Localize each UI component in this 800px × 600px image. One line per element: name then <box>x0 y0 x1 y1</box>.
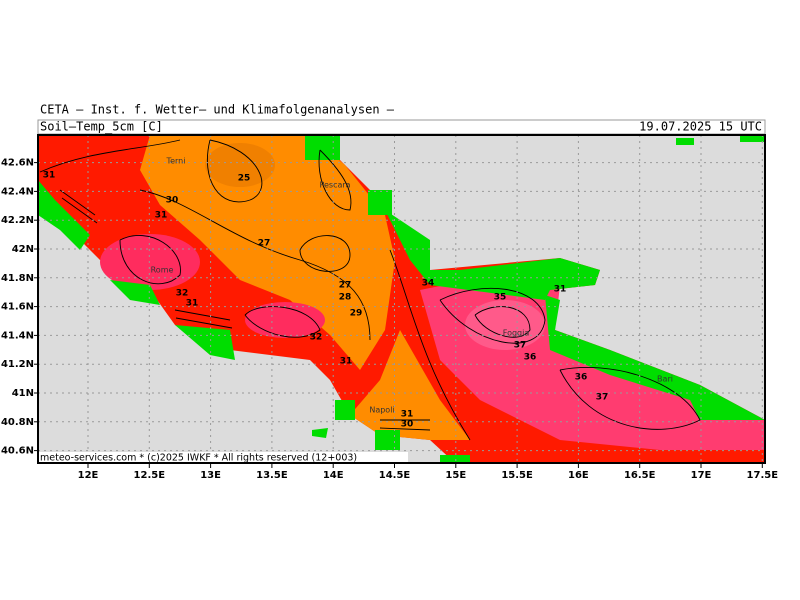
zone-hot <box>465 300 545 350</box>
contour-label: 31 <box>186 299 199 309</box>
y-tick-label: 42.4N <box>1 186 34 197</box>
contour-label: 32 <box>310 333 323 343</box>
x-tick-label: 17E <box>691 470 712 481</box>
contour-label: 30 <box>166 196 179 206</box>
y-tick-label: 42N <box>12 244 34 255</box>
contour-label: 31 <box>554 285 567 295</box>
contour-label: 36 <box>575 373 588 383</box>
zone-pink-2 <box>245 302 325 338</box>
y-tick-label: 40.6N <box>1 446 34 457</box>
place-label: Terni <box>166 157 186 166</box>
contour-labels: 31 25 30 31 27 27 28 29 34 35 31 32 31 3… <box>43 171 609 430</box>
x-tick-label: 12E <box>78 470 99 481</box>
axes: 12E 12.5E 13E 13.5E 14E 14.5E 15E 15.5E 16E 16.5E… <box>1 158 778 481</box>
contour-label: 31 <box>43 171 56 181</box>
y-tick-label: 41N <box>12 388 34 399</box>
coast-patches <box>38 135 765 463</box>
x-tick-label: 15E <box>445 470 466 481</box>
places: Terni Pescara Rome Foggia Napoli Bari <box>151 157 673 415</box>
contour-label: 35 <box>494 293 507 303</box>
place-label: Bari <box>657 375 673 384</box>
x-tick-label: 17.5E <box>747 470 779 481</box>
contour-label: 30 <box>401 420 414 430</box>
map-frame <box>37 134 766 464</box>
y-tick-label: 40.8N <box>1 417 34 428</box>
isolines <box>39 139 701 441</box>
place-label: Rome <box>151 266 174 275</box>
y-tick-label: 41.2N <box>1 359 34 370</box>
contour-label: 37 <box>596 393 609 403</box>
contour-label: 32 <box>176 289 189 299</box>
field-name: Soil—Temp_5cm [C] <box>40 120 163 134</box>
contour-label: 34 <box>422 279 435 289</box>
graticule <box>38 135 765 463</box>
x-tick-label: 13E <box>200 470 221 481</box>
contour-label: 31 <box>340 357 353 367</box>
contour-label: 25 <box>238 174 251 184</box>
valid-time: 19.07.2025 15 UTC <box>639 120 762 134</box>
zone-cool <box>205 143 275 187</box>
y-tick-label: 41.4N <box>1 330 34 341</box>
contour-label: 36 <box>524 353 537 363</box>
contour-label: 29 <box>350 309 363 319</box>
contour-label: 31 <box>401 410 414 420</box>
contour-label: 28 <box>339 293 352 303</box>
x-tick-label: 12.5E <box>134 470 166 481</box>
place-label: Napoli <box>369 406 394 415</box>
map-area: 31 25 30 31 27 27 28 29 34 35 31 32 31 3… <box>38 135 765 464</box>
contour-label: 31 <box>155 211 168 221</box>
x-tick-label: 14E <box>323 470 344 481</box>
y-tick-label: 41.8N <box>1 273 34 284</box>
contour-label: 27 <box>258 239 271 249</box>
place-label: Pescara <box>319 181 350 190</box>
y-tick-label: 41.6N <box>1 302 34 313</box>
x-tick-label: 16E <box>568 470 589 481</box>
x-tick-label: 13.5E <box>256 470 288 481</box>
y-tick-label: 42.2N <box>1 215 34 226</box>
zone-orange <box>140 135 395 370</box>
contour-label: 27 <box>339 281 352 291</box>
x-tick-label: 14.5E <box>379 470 411 481</box>
place-label: Foggia <box>503 329 530 338</box>
y-tick-label: 42.6N <box>1 158 34 169</box>
zone-orange-south <box>350 330 470 440</box>
x-tick-label: 16.5E <box>624 470 656 481</box>
agency-title: CETA — Inst. f. Wetter— und Klimafolgena… <box>40 103 395 117</box>
footer-box <box>38 452 408 463</box>
footer-credit: meteo-services.com * (c)2025 IWKF * All … <box>40 453 357 464</box>
contour-label: 37 <box>514 341 527 351</box>
x-tick-label: 15.5E <box>501 470 533 481</box>
zone-pink-rome <box>100 234 200 290</box>
